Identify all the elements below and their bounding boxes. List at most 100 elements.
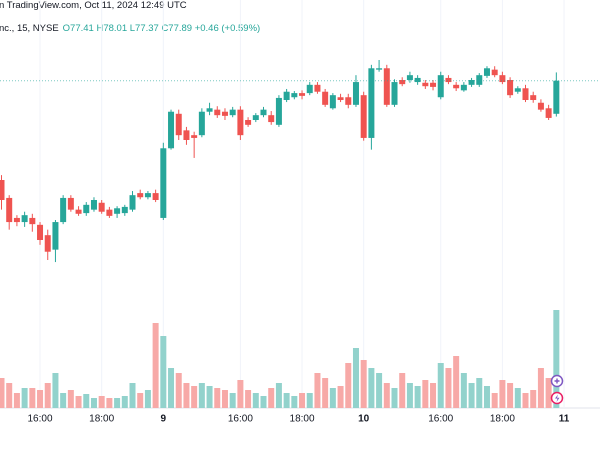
candle-body	[75, 209, 82, 214]
toolbar-icons[interactable]	[550, 374, 564, 405]
volume-bar	[522, 393, 529, 408]
volume-bar	[537, 368, 544, 408]
candle-body	[476, 75, 483, 85]
volume-bar	[414, 386, 421, 408]
volume-bar	[198, 383, 205, 408]
volume-bar	[221, 390, 228, 408]
volume-bar	[245, 390, 252, 408]
candle-body	[422, 82, 429, 87]
volume-bar	[299, 393, 306, 408]
candle-body	[445, 77, 452, 83]
candle-body	[399, 80, 406, 85]
candle-body	[537, 102, 544, 110]
volume-bar	[183, 383, 190, 408]
candle-body	[160, 148, 167, 218]
candle-body	[299, 93, 306, 96]
candle-body	[275, 97, 282, 125]
candle-body	[37, 224, 44, 240]
candle-body	[545, 108, 552, 118]
symbol: nc., 15, NYSE	[0, 23, 59, 34]
volume-bar	[67, 390, 74, 408]
volume-bar	[152, 323, 159, 408]
volume-bar	[121, 396, 128, 408]
volume-bar	[383, 383, 390, 408]
candle-body	[13, 217, 20, 223]
volume-bar	[306, 393, 313, 408]
candle-body	[376, 68, 383, 70]
volume-bar	[545, 378, 552, 408]
candle-body	[468, 80, 475, 85]
volume-bar	[75, 396, 82, 408]
volume-bar	[322, 378, 329, 408]
candle-body	[60, 197, 67, 223]
candle-body	[430, 82, 437, 87]
candle-body	[491, 69, 498, 76]
candle-body	[383, 68, 390, 105]
candle-body	[6, 197, 13, 223]
candle-body	[21, 215, 28, 223]
volume-bar	[137, 393, 144, 408]
candle-body	[137, 193, 144, 198]
volume-bar	[114, 398, 121, 408]
candle-body	[268, 115, 275, 123]
candle-body	[0, 180, 5, 200]
candle-body	[252, 115, 259, 120]
candle-body	[283, 91, 290, 100]
volume-bar	[0, 378, 5, 408]
volume-bar	[291, 396, 298, 408]
x-tick-label: 18:00	[89, 414, 114, 425]
candle-body	[106, 209, 113, 216]
candle-body	[314, 84, 321, 92]
volume-bar	[460, 373, 467, 408]
candle-body	[98, 202, 105, 212]
candle-body	[507, 80, 514, 96]
volume-bar	[206, 386, 213, 408]
volume-bar	[83, 394, 90, 408]
volume-bar	[60, 393, 67, 408]
volume-bar	[314, 373, 321, 408]
candle-body	[175, 113, 182, 136]
candle-body	[453, 84, 460, 89]
volume-bar	[13, 393, 20, 408]
candle-body	[406, 75, 413, 80]
volume-bar	[422, 380, 429, 408]
volume-bar	[391, 388, 398, 408]
candle-body	[414, 77, 421, 83]
volume-bar	[337, 386, 344, 408]
candle-body	[360, 95, 367, 138]
volume-bar	[514, 388, 521, 408]
volume-bar	[229, 393, 236, 408]
volume-bar	[160, 336, 167, 408]
volume-bar	[507, 383, 514, 408]
x-tick-label: 9	[161, 414, 167, 425]
source-line: n TradingView.com, Oct 11, 2024 12:49 UT…	[0, 0, 187, 11]
volume-bar	[214, 388, 221, 408]
x-tick-label: 10	[358, 414, 370, 425]
volume-bar	[468, 383, 475, 408]
candle-body	[237, 109, 244, 136]
volume-bar	[329, 388, 336, 408]
x-tick-label: 16:00	[428, 414, 453, 425]
candle-body	[144, 193, 151, 198]
volume-bar	[191, 386, 198, 408]
candle-body	[191, 135, 198, 138]
candle-body	[337, 97, 344, 100]
candle-body	[221, 111, 228, 116]
candle-body	[553, 80, 560, 114]
candle-body	[530, 95, 537, 100]
candle-body	[67, 197, 74, 210]
volume-bar	[168, 368, 175, 408]
volume-bar	[553, 310, 560, 408]
candle-body	[322, 91, 329, 105]
x-tick-label: 11	[559, 414, 570, 425]
candle-body	[291, 93, 298, 98]
x-tick-label: 18:00	[290, 414, 315, 425]
volume-bar	[6, 383, 13, 408]
candle-body	[352, 82, 359, 105]
alert-icon-glyph	[555, 394, 560, 402]
volume-bar	[437, 363, 444, 408]
volume-bar	[129, 383, 136, 408]
candle-body	[83, 204, 90, 214]
candle-body	[152, 193, 159, 200]
